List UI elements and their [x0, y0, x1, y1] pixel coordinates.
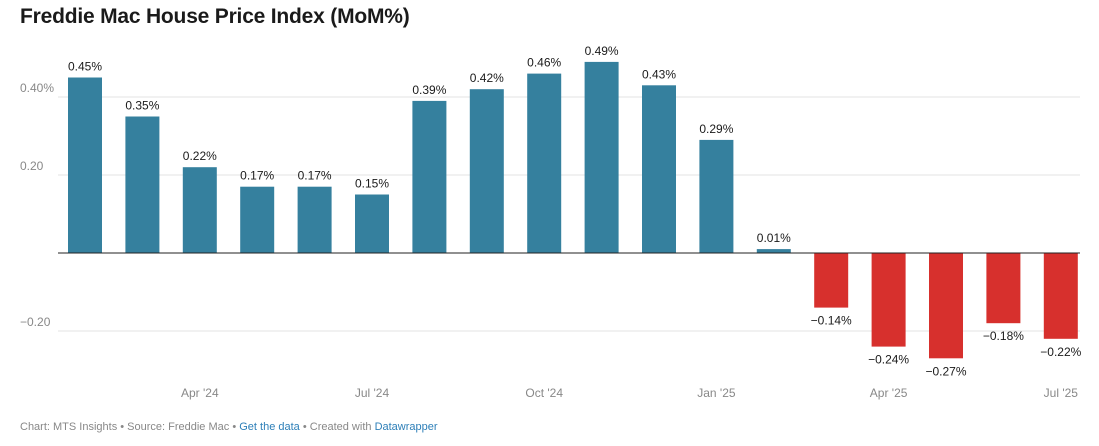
- data-label: −0.18%: [983, 329, 1024, 343]
- data-labels: 0.45% 0.35% 0.22% 0.17% 0.17% 0.15% 0.39% 0.42%…: [68, 44, 1082, 378]
- x-tick-label: Jul '25: [1044, 386, 1079, 400]
- data-label: −0.24%: [868, 353, 909, 367]
- bar: [929, 253, 963, 359]
- x-tick-label: Apr '25: [870, 386, 908, 400]
- bar: [412, 100, 447, 254]
- datawrapper-link[interactable]: Datawrapper: [374, 421, 438, 433]
- data-label: 0.01%: [757, 231, 791, 245]
- bar: [182, 167, 217, 253]
- data-label: 0.49%: [585, 44, 619, 58]
- y-tick-label: 0.40%: [20, 81, 54, 95]
- x-tick-label: Oct '24: [525, 386, 563, 400]
- footer-source-text: Chart: MTS Insights • Source: Freddie Ma…: [20, 421, 240, 433]
- data-label: −0.14%: [811, 314, 852, 328]
- data-label: 0.22%: [183, 149, 217, 163]
- get-the-data-link[interactable]: Get the data: [239, 421, 300, 433]
- bar: [355, 194, 389, 253]
- x-tick-label: Jul '24: [355, 386, 390, 400]
- chart-title: Freddie Mac House Price Index (MoM%): [20, 5, 410, 28]
- data-label: −0.22%: [1040, 345, 1081, 359]
- bar: [756, 249, 791, 253]
- bar: [68, 77, 102, 253]
- chart-footer: Chart: MTS Insights • Source: Freddie Ma…: [20, 421, 438, 433]
- bar: [986, 253, 1021, 324]
- y-tick-label: −0.20: [20, 315, 51, 329]
- bar: [125, 116, 160, 253]
- bar: [642, 85, 676, 253]
- y-tick-label: 0.20: [20, 159, 44, 173]
- data-label: 0.15%: [355, 177, 389, 191]
- bar: [584, 61, 619, 254]
- bar: [297, 186, 332, 253]
- data-label: 0.43%: [642, 67, 676, 81]
- data-label: 0.17%: [240, 169, 274, 183]
- data-label: 0.35%: [125, 99, 159, 113]
- data-label: 0.45%: [68, 60, 102, 74]
- bars: [68, 61, 1078, 359]
- bar: [814, 253, 849, 308]
- x-tick-label: Apr '24: [181, 386, 219, 400]
- bar: [469, 89, 504, 253]
- bar: [871, 253, 906, 347]
- bar: [527, 73, 562, 253]
- data-label: 0.46%: [527, 56, 561, 70]
- bar: [699, 139, 734, 253]
- axes: 0.40% 0.20 −0.20 Apr '24 Jul '24 Oct '24 Jan '…: [20, 81, 1080, 400]
- data-label: 0.29%: [699, 122, 733, 136]
- gridlines: [58, 96, 1080, 332]
- data-label: −0.27%: [925, 364, 966, 378]
- data-label: 0.39%: [412, 83, 446, 97]
- footer-created-text: • Created with: [299, 421, 375, 433]
- data-label: 0.42%: [470, 71, 504, 85]
- bar: [240, 186, 275, 253]
- x-tick-label: Jan '25: [697, 386, 736, 400]
- data-label: 0.17%: [298, 169, 332, 183]
- bar: [1043, 253, 1078, 339]
